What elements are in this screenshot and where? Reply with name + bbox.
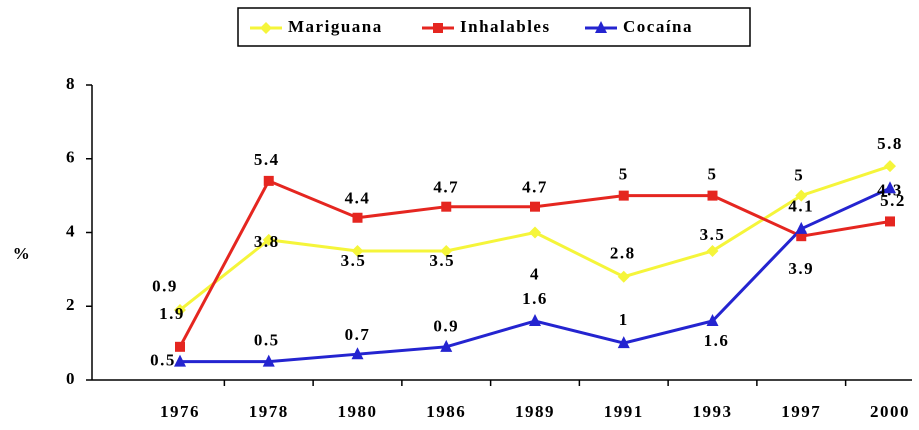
marker xyxy=(352,212,363,223)
marker xyxy=(795,189,808,202)
x-tick-label: 1980 xyxy=(338,402,378,421)
data-label: 3.5 xyxy=(341,251,367,270)
marker xyxy=(617,336,630,349)
data-label: 4 xyxy=(530,264,540,283)
marker xyxy=(884,181,896,194)
y-tick-label: 2 xyxy=(66,295,76,314)
legend-box xyxy=(237,7,751,47)
marker xyxy=(263,175,274,186)
data-label: 3.9 xyxy=(788,259,814,278)
data-label: 1.6 xyxy=(522,289,548,308)
marker xyxy=(707,190,718,201)
data-label: 5.8 xyxy=(877,134,903,153)
marker xyxy=(433,23,443,33)
data-label: 2.8 xyxy=(610,244,636,263)
legend-label: Inhalables xyxy=(460,17,551,36)
legend-label: Cocaína xyxy=(623,17,693,36)
marker xyxy=(262,233,275,246)
data-label: 3.5 xyxy=(429,251,455,270)
marker xyxy=(351,244,364,257)
x-tick-label: 1997 xyxy=(781,402,821,421)
data-label: 1.6 xyxy=(704,331,730,350)
data-label: 1.9 xyxy=(159,304,185,323)
marker xyxy=(706,314,719,326)
y-tick-label: 0 xyxy=(66,369,76,388)
data-label: 4.4 xyxy=(345,189,371,208)
data-label: 3.5 xyxy=(700,225,726,244)
marker xyxy=(795,221,808,234)
y-tick-label: 4 xyxy=(66,221,76,240)
marker xyxy=(440,339,453,352)
data-label: 5 xyxy=(708,165,718,184)
data-label: 4.7 xyxy=(522,178,548,197)
marker xyxy=(175,341,185,352)
marker xyxy=(885,216,895,227)
marker xyxy=(618,190,629,201)
marker xyxy=(706,244,719,257)
y-tick-label: 8 xyxy=(66,74,76,93)
marker xyxy=(617,270,630,283)
y-axis-label: % xyxy=(13,244,32,263)
marker xyxy=(262,354,275,367)
data-label: 3.8 xyxy=(254,232,280,251)
data-label: 1 xyxy=(619,310,629,329)
data-label: 5 xyxy=(794,166,804,185)
x-tick-label: 1976 xyxy=(160,402,200,421)
data-label: 0.7 xyxy=(345,325,371,344)
marker xyxy=(351,347,364,360)
data-label: 5.4 xyxy=(254,150,280,169)
marker xyxy=(440,244,453,257)
marker xyxy=(530,201,540,212)
marker xyxy=(796,231,807,242)
data-label: 5.2 xyxy=(880,191,906,210)
marker xyxy=(529,226,541,239)
x-tick-label: 1978 xyxy=(249,402,289,421)
marker xyxy=(884,160,896,173)
x-tick-label: 1991 xyxy=(604,402,644,421)
x-tick-label: 1986 xyxy=(426,402,466,421)
data-label: 4.7 xyxy=(433,178,459,197)
x-tick-label: 1993 xyxy=(693,402,733,421)
marker xyxy=(441,201,452,212)
data-label: 0.9 xyxy=(152,277,178,296)
marker xyxy=(260,22,272,34)
marker xyxy=(595,21,607,33)
marker xyxy=(174,303,186,316)
data-label: 5 xyxy=(619,165,629,184)
x-tick-label: 2000 xyxy=(870,402,910,421)
data-label: 0.5 xyxy=(150,350,176,369)
x-tick-label: 1989 xyxy=(515,402,555,421)
marker xyxy=(174,354,186,367)
data-label: 0.5 xyxy=(254,330,280,349)
legend-label: Mariguana xyxy=(288,17,383,36)
marker xyxy=(529,314,541,326)
y-tick-label: 6 xyxy=(66,148,76,167)
data-label: 4.1 xyxy=(788,197,814,216)
data-label: 0.9 xyxy=(433,317,459,336)
